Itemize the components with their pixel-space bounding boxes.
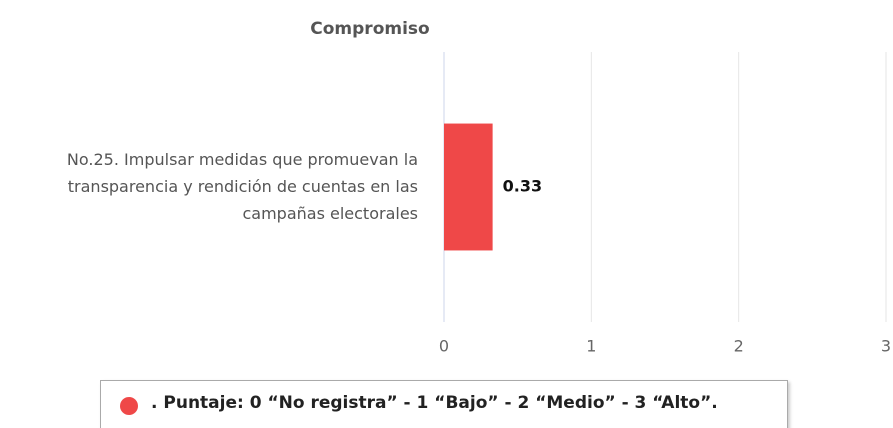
x-tick-label: 2: [734, 337, 744, 356]
x-tick-label: 3: [881, 337, 891, 356]
legend: . Puntaje: 0 “No registra” - 1 “Bajo” - …: [100, 380, 788, 428]
x-tick-label: 1: [586, 337, 596, 356]
data-label: 0.33: [503, 177, 542, 196]
bar: [444, 123, 493, 251]
legend-marker: [120, 397, 138, 415]
category-label: No.25. Impulsar medidas que promuevan la…: [66, 150, 418, 223]
chart-title: Compromiso: [310, 19, 429, 39]
legend-label: . Puntaje: 0 “No registra” - 1 “Bajo” - …: [151, 393, 718, 413]
x-tick-label: 0: [439, 337, 449, 356]
